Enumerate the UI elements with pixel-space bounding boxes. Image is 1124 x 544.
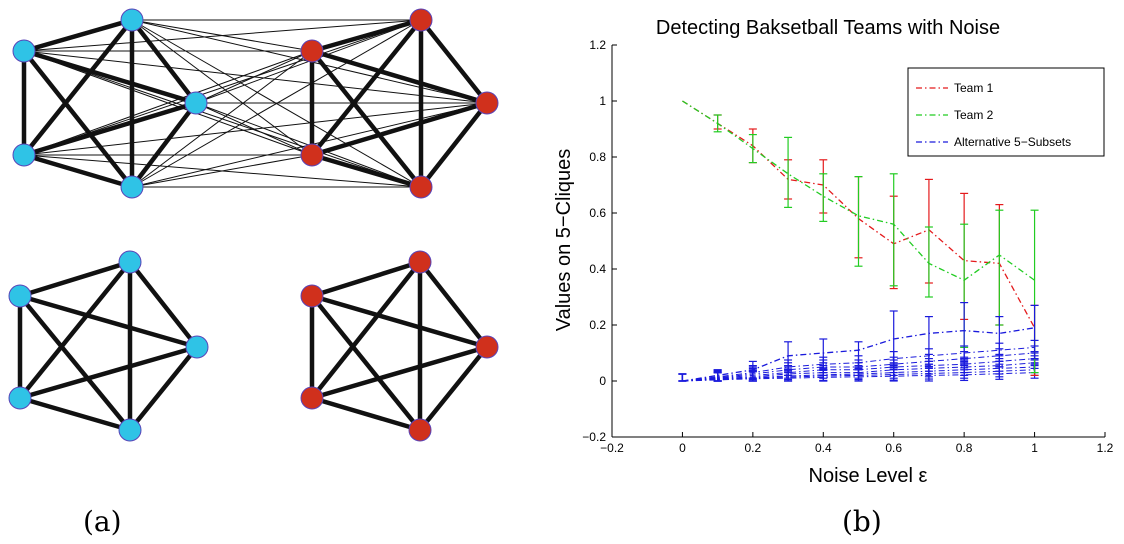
y-tick-label: −0.2 xyxy=(582,430,606,444)
team2-clique-edge xyxy=(19,259,131,299)
team2-node xyxy=(184,91,208,115)
x-tick-label: 1.2 xyxy=(1097,441,1114,455)
x-tick-label: 0 xyxy=(679,441,686,455)
team1-node xyxy=(409,175,433,199)
combined-graph-nodes xyxy=(12,8,499,199)
y-tick-label: 0.2 xyxy=(589,318,606,332)
team2-clique-edge xyxy=(18,294,132,432)
alternative-subsets-line xyxy=(682,327,1035,382)
team1-node xyxy=(475,91,499,115)
team1-edge xyxy=(419,101,489,189)
plot-area xyxy=(678,100,1039,382)
team1-edge xyxy=(311,48,488,106)
team2-edge xyxy=(130,101,198,189)
team1-edge xyxy=(311,17,422,54)
y-tick-label: 0.6 xyxy=(589,206,606,220)
team1-clique-edge xyxy=(418,260,489,349)
team1-clique-edge xyxy=(311,259,421,299)
team2-clique-node xyxy=(8,284,32,308)
team2-clique-node xyxy=(185,335,209,359)
team2-edge xyxy=(23,100,197,158)
team1-clique-graph xyxy=(300,250,499,442)
team1-edge xyxy=(311,100,488,158)
team2-clique-edge xyxy=(128,345,199,432)
cross-edge xyxy=(23,50,313,156)
alternative-subsets-legend-label: Alternative 5−Subsets xyxy=(954,135,1071,149)
team1-clique-edge xyxy=(311,344,488,401)
team2-edge xyxy=(130,18,198,105)
x-tick-label: 0.6 xyxy=(885,441,902,455)
x-axis-label: Noise Level ε xyxy=(809,465,928,487)
team1-clique-edge xyxy=(311,395,421,433)
team1-clique-edge xyxy=(311,293,488,350)
team2-clique-edge xyxy=(19,344,198,401)
team1-clique-node xyxy=(408,418,432,442)
cross-edge xyxy=(131,19,313,52)
x-tick-label: 1 xyxy=(1031,441,1038,455)
cross-edge xyxy=(23,102,488,156)
chart-title: Detecting Baksetball Teams with Noise xyxy=(656,17,1000,39)
cross-edge xyxy=(23,50,488,104)
team1-node xyxy=(409,8,433,32)
team2-node xyxy=(120,8,144,32)
y-tick-label: 0.4 xyxy=(589,262,606,276)
team2-clique-node xyxy=(118,250,142,274)
y-tick-label: 1.2 xyxy=(589,38,606,52)
team2-edge xyxy=(23,17,133,54)
team2-clique-edge xyxy=(19,395,131,433)
team1-edge xyxy=(310,49,423,189)
team1-clique-node xyxy=(300,386,324,410)
team2-edge xyxy=(23,152,133,190)
team1-clique-node xyxy=(300,284,324,308)
y-tick-label: 0.8 xyxy=(589,150,606,164)
team1-node xyxy=(300,39,324,63)
y-tick-label: 1 xyxy=(599,94,606,108)
team1-clique-node xyxy=(408,250,432,274)
team2-node xyxy=(120,175,144,199)
team1-edge xyxy=(311,152,422,190)
team1-node xyxy=(300,143,324,167)
team1-clique-edge xyxy=(310,260,422,400)
team1-edge xyxy=(419,18,489,105)
team2-node xyxy=(12,143,36,167)
x-tick-label: 0.8 xyxy=(956,441,973,455)
x-tick-label: 0.4 xyxy=(815,441,832,455)
team2-edge xyxy=(22,18,134,157)
network-graphs-figure xyxy=(8,8,499,442)
team2-clique-edge xyxy=(19,293,198,350)
y-axis-label: Values on 5−Cliques xyxy=(553,149,575,332)
panel-label-a: (a) xyxy=(83,505,122,538)
cross-edge xyxy=(131,50,313,188)
y-tick-label: 0 xyxy=(599,374,606,388)
cross-edge xyxy=(131,19,422,188)
team2-edge xyxy=(23,48,197,106)
team1-clique-edge xyxy=(418,345,489,432)
team2-clique-node xyxy=(8,386,32,410)
panel-label-b: (b) xyxy=(842,505,882,538)
team2-legend-label: Team 2 xyxy=(954,108,994,122)
cross-edge xyxy=(131,154,313,188)
team2-clique-node xyxy=(118,418,142,442)
chart-axes: −0.2 0 0.2 0.4 0.6 0.8 1 1.2 −0.2 0 0.2 0.4 0.6 0.8 1 1… xyxy=(582,38,1113,455)
team2-line xyxy=(682,100,1035,281)
team2-clique-graph xyxy=(8,250,209,442)
x-tick-label: 0.2 xyxy=(745,441,762,455)
team2-node xyxy=(12,39,36,63)
team2-clique-edge xyxy=(18,260,132,400)
chart-legend: Team 1 Team 2 Alternative 5−Subsets xyxy=(907,67,1105,157)
team1-legend-label: Team 1 xyxy=(954,81,994,95)
team2-edge xyxy=(22,49,134,189)
team2-clique-edge xyxy=(128,260,199,349)
noise-detection-chart: Detecting Baksetball Teams with Noise Va… xyxy=(553,17,1114,487)
combined-graph-edges xyxy=(21,17,489,190)
team1-edge xyxy=(310,18,423,157)
x-tick-label: −0.2 xyxy=(600,441,624,455)
team1-clique-node xyxy=(475,335,499,359)
legend-box xyxy=(907,67,1105,157)
team1-clique-edge xyxy=(310,294,422,432)
